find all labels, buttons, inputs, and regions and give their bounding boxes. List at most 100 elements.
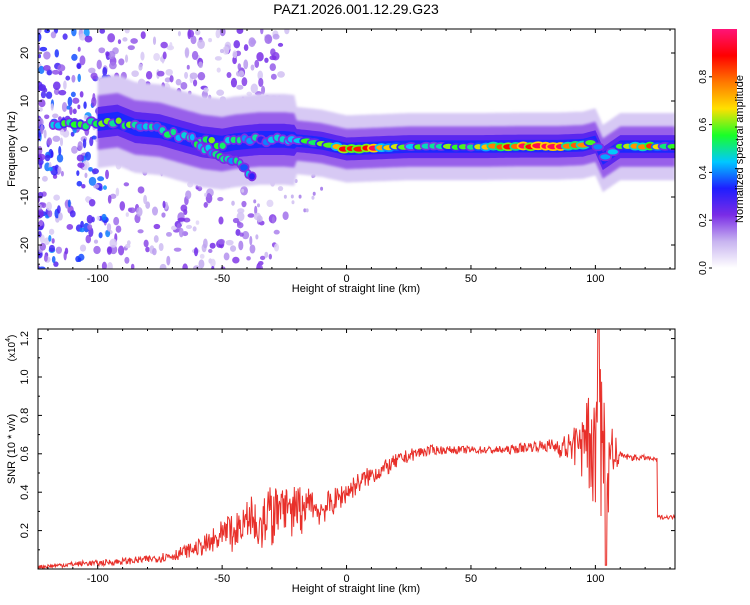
spectrum-speckle (197, 71, 206, 81)
spectrum-speckle (171, 225, 177, 231)
spectrum-speckle (119, 201, 126, 211)
spectrum-speckle (264, 251, 269, 258)
spectrum-speckle (125, 212, 129, 217)
spectrum-speckle (235, 228, 241, 236)
spectrum-speckle (256, 215, 263, 223)
spectrum-speckle (61, 102, 68, 113)
spectrum-speckle (152, 247, 157, 256)
spectrum-speckle (38, 266, 46, 269)
spectrum-speckle (233, 40, 241, 49)
spectrum-speckle (214, 56, 222, 61)
spectrum-speckle (161, 212, 166, 218)
spectrum-speckle (180, 81, 188, 90)
spectrum-speckle (169, 75, 174, 83)
spectrum-speckle (269, 63, 276, 72)
snr-y-tick-label: 0.4 (19, 485, 31, 500)
spectrum-speckle (70, 131, 75, 137)
spectrum-speckle (216, 67, 221, 73)
spectrum-speckle (225, 239, 234, 246)
spectrum-speckle (230, 77, 238, 88)
spectrum-speckle (105, 51, 110, 57)
spectrum-speckle (38, 99, 46, 108)
spectrum-speckle (270, 48, 276, 56)
spectrum-speckle (152, 36, 157, 45)
spectrum-speckle (127, 45, 135, 51)
spectrum-speckle (224, 41, 232, 51)
spectrum-speckle (176, 223, 181, 231)
spectrum-speckle (311, 195, 315, 200)
spectrum-speckle (209, 242, 216, 249)
spectrum-speckle (184, 71, 189, 79)
spectrum-speckle (84, 35, 93, 43)
spectrogram-x-label: Height of straight line (km) (292, 283, 420, 295)
spectrum-speckle (211, 266, 215, 269)
spectrum-speckle (305, 208, 309, 213)
spectrum-speckle (53, 261, 59, 267)
colorbar-tick-label: 0.2 (698, 213, 709, 227)
spectrum-speckle (86, 214, 94, 224)
spectrum-speckle (273, 243, 280, 252)
spectrum-speckle (191, 50, 199, 60)
spectrum-speckle (182, 263, 188, 269)
spectrum-speckle (124, 256, 130, 264)
spectrum-ridge-peak (240, 164, 248, 171)
spectrum-speckle (192, 226, 197, 232)
spectrum-speckle (81, 160, 90, 171)
spectrum-speckle (91, 168, 99, 175)
spectrum-speckle (257, 70, 264, 80)
spectrum-speckle (39, 162, 43, 169)
snr-x-label: Height of straight line (km) (292, 583, 420, 595)
spectrum-speckle (277, 42, 284, 47)
snr-x-tick-label: -100 (87, 573, 109, 585)
spectrum-speckle (258, 77, 264, 87)
spectrum-speckle (269, 55, 277, 61)
snr-y-tick-label: 0.2 (19, 523, 31, 538)
spectrum-speckle (71, 53, 78, 61)
spectrogram-x-ticks: -100 -50 0 50 100 (47, 29, 671, 285)
snr-multiplier-exp: 4 (5, 338, 12, 342)
spectrum-ridge-halo (97, 111, 675, 165)
spectrum-speckle (283, 194, 287, 199)
spectrum-speckle (56, 153, 64, 163)
spectrum-speckle (93, 183, 100, 189)
spectrum-speckle (76, 170, 80, 176)
spectrum-speckle (48, 244, 55, 253)
spectrum-speckle (162, 200, 166, 209)
spectrum-speckle (93, 245, 101, 255)
spectrum-speckle (89, 136, 94, 147)
spectrum-speckle (232, 217, 240, 224)
spectrum-speckle (137, 229, 144, 234)
snr-chart: -100 -50 0 50 100 0.2 0.4 0.6 0.8 1.0 1.2 Height … (5, 328, 676, 595)
spectrum-speckle (96, 59, 102, 70)
spectrum-speckle (38, 203, 43, 210)
spectrum-speckle (88, 67, 96, 74)
spectrum-speckle (156, 70, 165, 77)
spectrum-speckle (52, 81, 61, 90)
spectrum-speckle (109, 238, 118, 248)
spectrum-speckle (65, 75, 71, 81)
spectrum-speckle (46, 69, 52, 76)
spectrum-speckle (266, 199, 274, 208)
spectrum-speckle (203, 87, 209, 93)
snr-x-tick-label: -50 (214, 573, 230, 585)
spectrum-speckle (118, 58, 125, 66)
spectrum-speckle (254, 59, 260, 68)
spectrum-speckle (198, 61, 204, 69)
spectrum-speckle (177, 217, 186, 222)
spectrum-ridge-peak (585, 139, 596, 146)
spectrum-speckle (57, 166, 62, 175)
snr-y-tick-label: 0.6 (19, 446, 31, 461)
spectrum-speckle (77, 46, 81, 52)
spectrum-speckle (117, 245, 125, 256)
spectrum-speckle (190, 35, 197, 45)
spectrum-speckle (243, 59, 249, 70)
spectrum-speckle (50, 103, 54, 111)
spectrogram-y-tick-label: -20 (19, 237, 31, 253)
colorbar-tick-label: 0.6 (698, 117, 709, 131)
spectrum-speckle (109, 61, 117, 70)
spectrum-speckle (63, 80, 67, 90)
spectrum-speckle (166, 255, 171, 266)
spectrum-speckle (57, 64, 66, 72)
snr-marks (38, 329, 675, 569)
spectrum-speckle (256, 51, 264, 62)
